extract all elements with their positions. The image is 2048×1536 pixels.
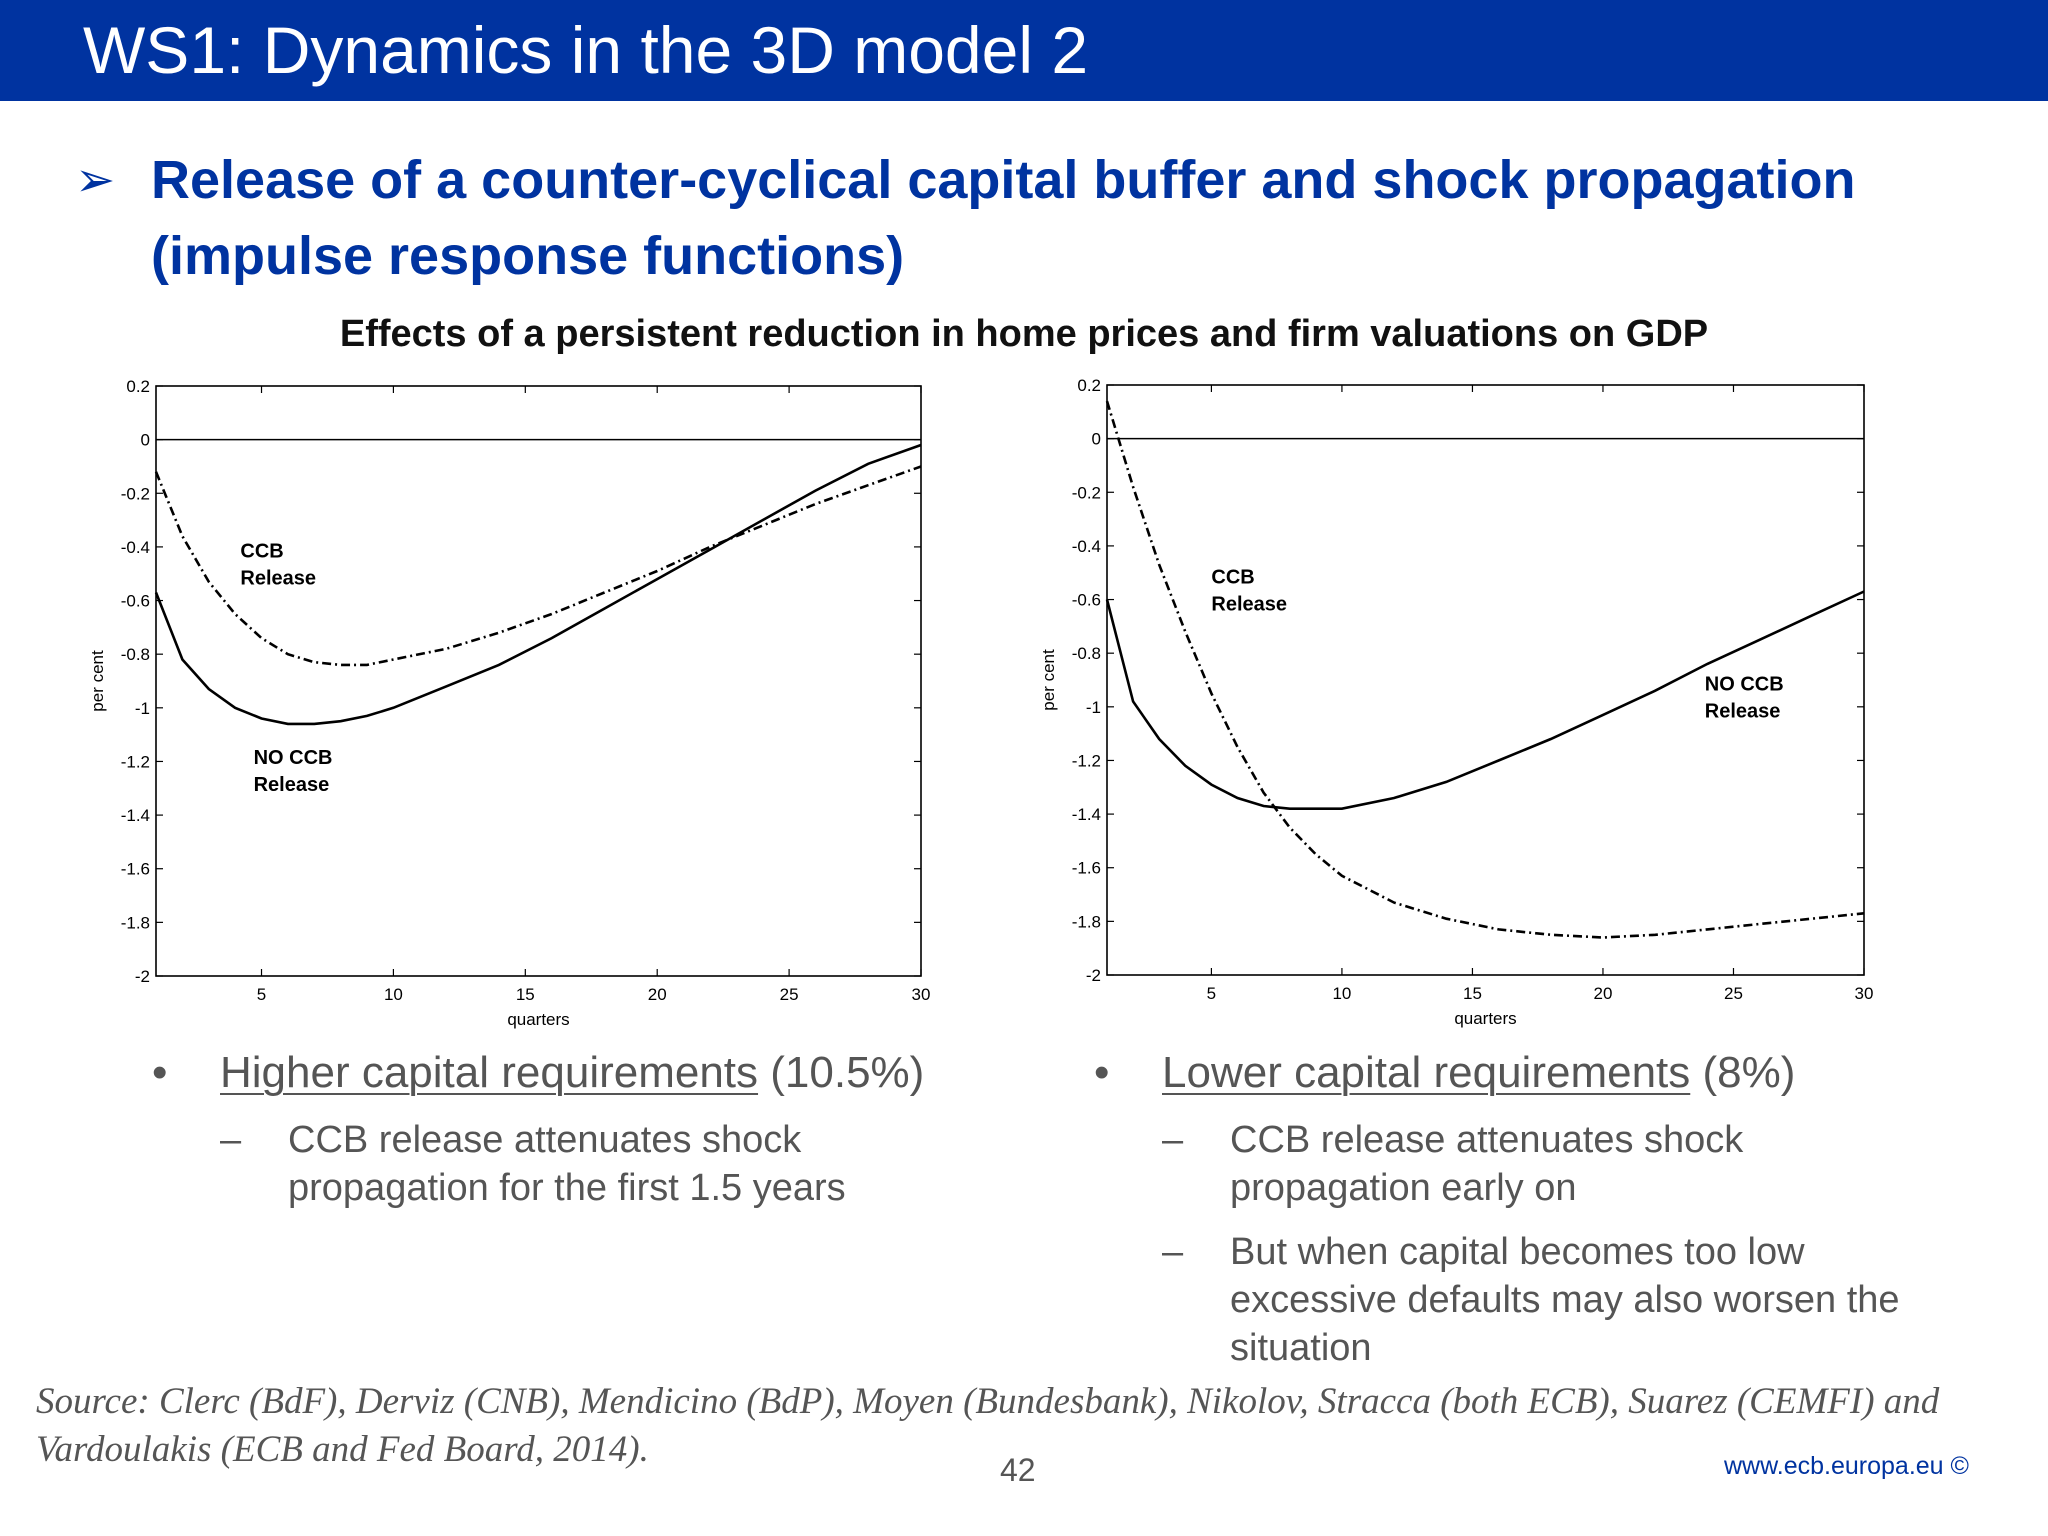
plot-right: 0.2 0 -0.2 -0.4 -0.6 -0.8 -1 -1.2 -1.4 -1.6 -1.8 -2… [1039,376,1873,1028]
page-number: 42 [1000,1452,1036,1488]
y-tick-label: 0 [1092,430,1101,449]
bullet-dot: • [152,1048,168,1097]
x-axis-label: quarters [507,1010,569,1029]
x-tick-label: 20 [1594,984,1613,1003]
source-citation: Source: Clerc (BdF), Derviz (CNB), Mendi… [36,1381,1940,1470]
y-axis-label: per cent [88,650,107,712]
y-tick-label: 0.2 [126,377,150,396]
annotation-label: Release [1211,593,1287,615]
y-tick-label: -1.8 [121,913,150,932]
right-sub-2-text: But when capital becomes too low excessi… [1230,1231,1900,1369]
plot-frame [1106,384,1865,976]
x-tick-label: 5 [1207,984,1216,1003]
chart-right: 0.2 0 -0.2 -0.4 -0.6 -0.8 -1 -1.2 -1.4 -1.6 -1.8 -2… [1039,376,1873,1028]
chart-left: 0.2 0 -0.2 -0.4 -0.6 -0.8 -1 -1.2 -1.4 -1.6 -1.8 -2… [88,377,930,1029]
slide-header: WS1: Dynamics in the 3D model 2 [0,0,2048,101]
y-tick-label: -1.2 [121,752,150,771]
y-axis-label: per cent [1039,649,1058,711]
y-tick-label: -0.6 [1072,591,1101,610]
y-tick-label: -1.8 [1072,912,1101,931]
x-tick-label: 25 [780,985,799,1004]
y-tick-label: -1.2 [1072,751,1101,770]
y-tick-label: -0.8 [121,645,150,664]
footer-url[interactable]: www.ecb.europa.eu © [1724,1452,1969,1480]
bullet-dot: • [1094,1048,1110,1097]
annotation-label: NO CCB [1705,674,1784,696]
y-tick-label: -1.6 [1072,859,1101,878]
annotation-label: Release [1705,701,1781,723]
x-axis-label: quarters [1454,1009,1516,1028]
y-tick-label: -0.6 [121,592,150,611]
left-heading-underlined: Higher capital requirements [220,1048,759,1097]
y-tick-label: -1.4 [1072,805,1101,824]
x-tick-label: 10 [1332,984,1351,1003]
y-tick-label: -1.6 [121,860,150,879]
left-sub-1-text: CCB release attenuates shock propagation… [288,1119,846,1209]
x-tick-label: 10 [384,985,403,1004]
plot-frame [155,385,922,977]
x-tick-label: 5 [257,985,266,1004]
sub-dash: – [1162,1119,1184,1161]
left-heading-rest: (10.5%) [758,1048,925,1097]
y-tick-label: -1 [135,699,150,718]
slide-title: WS1: Dynamics in the 3D model 2 [83,13,1089,87]
x-tick-label: 15 [516,985,535,1004]
y-tick-label: -2 [1086,966,1101,985]
lead-text: Release of a counter-cyclical capital bu… [151,150,1856,286]
right-heading-underlined: Lower capital requirements [1162,1048,1691,1097]
y-tick-label: 0.2 [1077,376,1101,395]
x-tick-label: 30 [912,985,931,1004]
y-tick-label: -0.8 [1072,644,1101,663]
x-tick-label: 20 [648,985,667,1004]
y-tick-label: 0 [141,431,150,450]
annotation-label: Release [254,774,330,796]
y-tick-label: -0.4 [121,538,150,557]
series-line-ccb-release [1105,400,1865,939]
sub-dash: – [1162,1231,1184,1273]
x-tick-label: 15 [1463,984,1482,1003]
right-heading-rest: (8%) [1690,1048,1796,1097]
series-line-ccb-release [154,465,922,667]
x-tick-label: 30 [1855,984,1874,1003]
x-tick-label: 25 [1724,984,1743,1003]
figure-title: Effects of a persistent reduction in hom… [339,313,1709,355]
y-tick-label: -0.4 [1072,537,1101,556]
series-line-no-ccb-release [1105,590,1865,810]
sub-dash: – [220,1119,242,1161]
y-tick-label: -1.4 [121,806,150,825]
plot-left: 0.2 0 -0.2 -0.4 -0.6 -0.8 -1 -1.2 -1.4 -1.6 -1.8 -2… [88,377,930,1029]
annotation-label: NO CCB [254,747,333,769]
y-tick-label: -1 [1086,698,1101,717]
y-tick-label: -0.2 [1072,483,1101,502]
series-line-no-ccb-release [154,443,922,726]
y-tick-label: -0.2 [121,484,150,503]
y-tick-label: -2 [135,967,150,986]
annotation-label: CCB [1211,566,1254,588]
annotation-label: Release [240,567,316,589]
annotation-label: CCB [240,541,283,563]
arrow-bullet-icon: ➢ [75,152,116,208]
right-sub-1-text: CCB release attenuates shock propagation… [1230,1119,1744,1209]
